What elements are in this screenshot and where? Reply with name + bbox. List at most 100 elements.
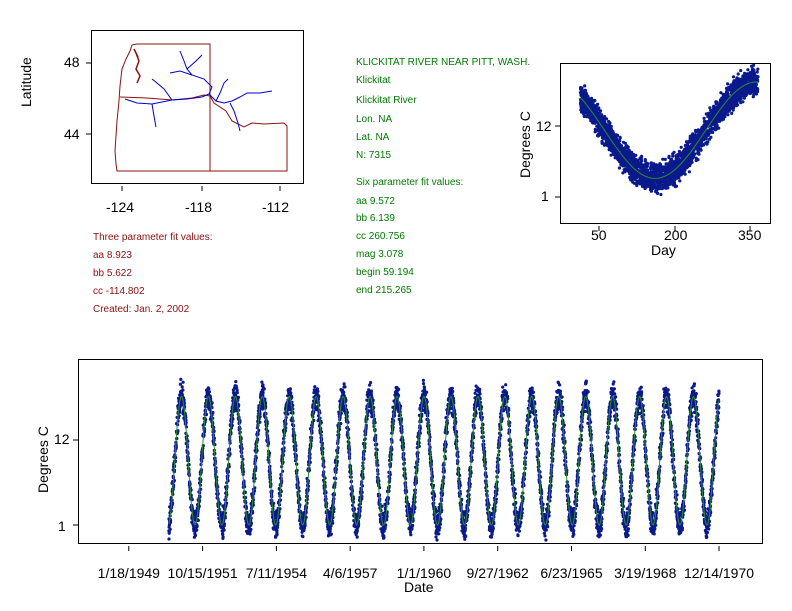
data-point [702, 116, 706, 120]
data-point [648, 184, 652, 188]
data-point [660, 187, 664, 191]
map-xtick-124: -124 [106, 199, 135, 215]
data-point [167, 537, 171, 541]
data-point [218, 502, 222, 506]
data-point [579, 86, 583, 90]
day-xtick-200: 200 [664, 227, 688, 243]
station-title: KLICKITAT RIVER NEAR PITT, WASH. [356, 57, 531, 68]
data-point [316, 389, 320, 393]
data-point [671, 183, 675, 187]
data-point [723, 115, 727, 119]
data-point [342, 382, 346, 386]
six-param-mag: mag 3.078 [356, 249, 404, 260]
station-n: N: 7315 [356, 150, 392, 161]
data-point [741, 75, 745, 79]
data-point [694, 158, 698, 163]
data-point [617, 166, 621, 170]
data-point [751, 85, 755, 89]
data-point [597, 126, 601, 131]
data-point [236, 395, 241, 399]
data-point [600, 133, 604, 137]
data-point [656, 175, 660, 179]
data-point [693, 137, 697, 141]
day-ytick-1: 1 [541, 188, 549, 204]
day-chart-points [578, 63, 760, 197]
data-point [737, 96, 741, 100]
data-point [751, 95, 755, 99]
data-point [734, 81, 738, 85]
data-point [178, 410, 182, 414]
data-point [301, 535, 305, 539]
data-point [739, 69, 743, 73]
data-point [587, 114, 591, 119]
data-point [637, 180, 641, 184]
data-point [704, 132, 708, 136]
data-point [629, 158, 633, 163]
day-xtick-50: 50 [591, 227, 607, 243]
data-point [272, 501, 276, 505]
data-point [606, 142, 610, 146]
data-point [668, 160, 672, 164]
data-point [639, 157, 643, 161]
data-point [629, 167, 633, 171]
state-boundary-outline [114, 43, 288, 172]
data-point [702, 143, 706, 147]
data-point [598, 110, 602, 115]
data-point [630, 153, 634, 158]
data-point [235, 386, 239, 390]
data-point [672, 180, 676, 184]
data-point [581, 96, 585, 100]
data-point [711, 130, 715, 134]
data-point [585, 100, 589, 104]
data-point [619, 162, 623, 166]
data-point [741, 87, 745, 91]
data-point [670, 157, 674, 161]
data-point [679, 145, 683, 149]
data-point [720, 118, 724, 122]
map-ytick-marks [86, 62, 91, 135]
data-point [627, 169, 631, 174]
data-point [634, 176, 639, 180]
data-point [684, 140, 689, 144]
data-point [663, 157, 667, 161]
data-point [277, 514, 281, 519]
data-point [222, 522, 227, 526]
data-point [640, 176, 644, 180]
data-point [641, 169, 645, 173]
data-point [716, 120, 720, 124]
data-point [734, 78, 739, 82]
data-point [755, 78, 759, 82]
data-point [380, 504, 384, 508]
data-point [288, 387, 292, 391]
data-point [610, 143, 614, 147]
data-point [369, 389, 373, 393]
data-point [634, 153, 638, 157]
data-point [666, 176, 670, 180]
data-point [246, 531, 250, 535]
data-point [261, 383, 265, 387]
data-point [746, 68, 750, 72]
data-point [331, 521, 335, 525]
data-point [592, 110, 597, 114]
data-point [584, 92, 588, 96]
data-point [609, 153, 613, 157]
data-point [626, 158, 630, 162]
data-point [671, 152, 675, 156]
data-point [667, 164, 672, 168]
data-point [578, 91, 583, 95]
data-point [631, 180, 635, 184]
data-point [755, 88, 759, 92]
data-point [193, 533, 198, 537]
six-param-bb: bb 6.139 [356, 213, 395, 224]
data-point [687, 160, 691, 164]
data-point [275, 525, 280, 530]
data-point [691, 143, 695, 147]
data-point [726, 82, 730, 86]
data-point [286, 412, 290, 416]
data-point [703, 119, 707, 124]
data-point [687, 155, 691, 159]
data-point [627, 155, 631, 159]
data-point [223, 516, 227, 520]
data-point [207, 387, 211, 391]
data-point [583, 84, 587, 88]
